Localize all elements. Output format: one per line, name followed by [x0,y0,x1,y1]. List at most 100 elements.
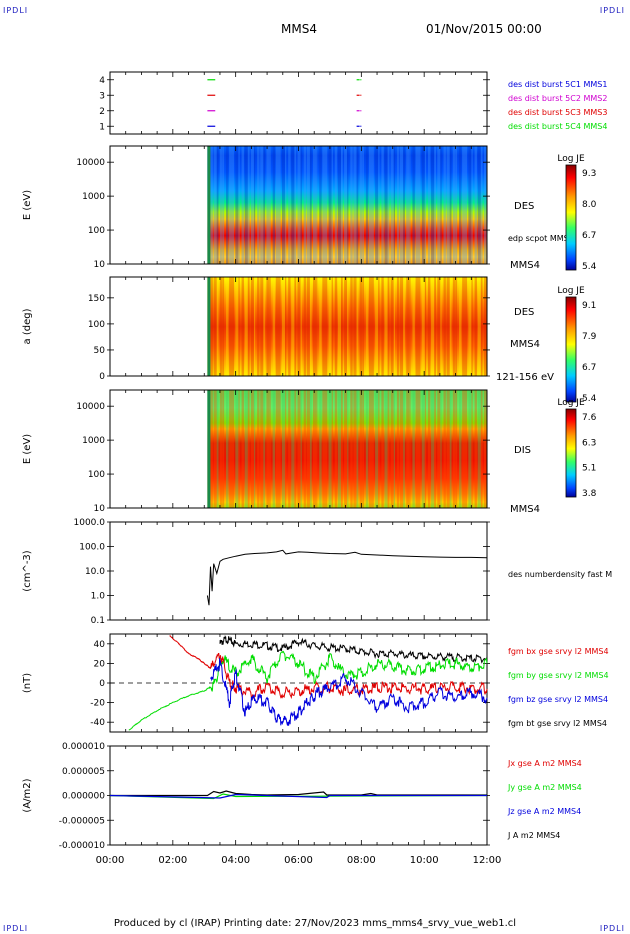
colorbar-tick-label: 9.1 [582,301,596,311]
current-y-tick-label: -0.000010 [59,841,105,851]
colorbar-tick-label: 5.1 [582,464,596,474]
current-series-line [109,793,487,799]
y-axis-label: (cm^-3) [22,550,33,591]
corner-label-bottom-left: IPDLI [3,924,29,933]
colorbar-tick-label: 6.7 [582,231,596,241]
datetime-title: 01/Nov/2015 00:00 [426,22,542,36]
density-legend-label: des numberdensity fast M [508,570,612,579]
spectrogram-edge [207,390,211,508]
colorbar-tick-label: 3.8 [582,489,597,499]
footer-credit: Produced by cl (IRAP) Printing date: 27/… [113,918,517,929]
spectrogram-texture [207,146,487,264]
des-pitch-y-tick-label: 50 [94,346,106,356]
density-y-tick-label: 1000.0 [74,518,106,528]
current-legend-label: Jz gse A m2 MMS4 [507,807,581,816]
corner-label-top-left: IPDLI [3,6,29,15]
spacecraft-title: MMS4 [281,22,317,36]
spectrogram-edge [207,146,211,264]
burst-legend-label: des dist burst 5C1 MMS1 [508,80,607,89]
y-axis-label: a (deg) [22,308,33,344]
colorbar-title: Log JE [557,398,585,408]
time-axis-tick-label: 04:00 [221,855,250,866]
bfield-series-line [169,634,488,700]
current-legend-label: J A m2 MMS4 [507,831,560,840]
spectrogram-right-label: DES [514,307,534,318]
bfield-series-line [210,658,488,726]
current-series-line [110,790,487,797]
density-y-tick-label: 10.0 [85,567,105,577]
bfield-y-tick-label: 0 [99,679,105,689]
colorbar [565,408,577,498]
spectrogram-fill [207,146,487,264]
y-axis-label: E (eV) [22,434,33,464]
density-y-tick-label: 1.0 [91,592,106,602]
dis-energy-y-tick-label: 10 [94,504,106,514]
burst-y-tick-label: 2 [99,107,105,117]
y-axis-label: (A/m2) [22,778,33,812]
panel-burst-frame [109,71,488,135]
spectrogram-right-label: MMS4 [510,504,540,515]
burst-y-tick-label: 4 [99,76,105,86]
current-y-tick-label: -0.000005 [59,816,105,826]
dis-energy-y-tick-label: 1000 [82,436,105,446]
time-axis-tick-label: 10:00 [410,855,439,866]
spectrogram-right-label: edp scpot MMS4 [508,234,574,243]
bfield-series-line [219,635,488,664]
des-energy-y-tick-label: 1000 [82,192,105,202]
des-energy-y-tick-label: 100 [88,226,105,236]
colorbar-tick-label: 6.7 [582,363,596,373]
current-legend-label: Jy gse A m2 MMS4 [507,783,582,792]
spectrogram-right-label: 121-156 eV [496,372,554,383]
density-series-line [206,549,488,606]
colorbar-title: Log JE [557,154,585,164]
colorbar-title: Log JE [557,286,585,296]
bfield-y-tick-label: -20 [90,699,105,709]
time-axis-tick-label: 00:00 [96,855,125,866]
corner-label-bottom-right: IPDLI [599,924,625,933]
spectrogram-right-label: DIS [514,445,531,456]
time-axis-tick-label: 08:00 [347,855,376,866]
bfield-y-tick-label: -40 [90,718,105,728]
colorbar-tick-label: 6.3 [582,438,596,448]
burst-legend-label: des dist burst 5C2 MMS2 [508,94,607,103]
current-legend-label: Jx gse A m2 MMS4 [507,759,582,768]
burst-y-tick-label: 3 [99,91,105,101]
bfield-legend-label: fgm by gse srvy l2 MMS4 [508,671,609,680]
bfield-legend-label: fgm bt gse srvy l2 MMS4 [508,719,607,728]
des-pitch-y-tick-label: 0 [99,372,105,382]
time-axis-tick-label: 12:00 [473,855,502,866]
des-pitch-y-tick-label: 150 [88,294,105,304]
bfield-y-tick-label: 40 [94,640,106,650]
colorbar-tick-label: 5.4 [582,262,597,272]
time-axis-tick-label: 06:00 [284,855,313,866]
burst-legend-label: des dist burst 5C4 MMS4 [508,122,607,131]
colorbar [565,296,577,403]
spectrogram-texture [207,390,487,508]
spectrogram-right-label: MMS4 [510,260,540,271]
colorbar-tick-label: 9.3 [582,169,596,179]
y-axis-label: E (eV) [22,190,33,220]
current-y-tick-label: 0.000005 [62,767,105,777]
density-y-tick-label: 0.1 [91,616,105,626]
bfield-series-line [128,650,488,731]
time-axis-tick-label: 02:00 [158,855,187,866]
spectrogram-fill [207,390,487,508]
burst-y-tick-label: 1 [99,122,105,132]
colorbar-tick-label: 5.4 [582,394,597,404]
colorbar-tick-label: 7.9 [582,332,597,342]
colorbar-tick-label: 8.0 [582,200,597,210]
panel-density-frame [109,521,488,621]
spectrogram-right-label: MMS4 [510,339,540,350]
corner-label-top-right: IPDLI [599,6,625,15]
des-energy-y-tick-label: 10000 [76,158,105,168]
des-pitch-y-tick-label: 100 [88,320,105,330]
dis-energy-y-tick-label: 10000 [76,402,105,412]
bfield-y-tick-label: 20 [94,659,106,669]
colorbar [565,164,577,271]
spectrogram-texture [207,277,487,376]
spectrogram-fill [207,277,487,376]
bfield-legend-label: fgm bx gse srvy l2 MMS4 [508,647,609,656]
burst-legend-label: des dist burst 5C3 MMS3 [508,108,607,117]
y-axis-label: (nT) [22,673,33,693]
